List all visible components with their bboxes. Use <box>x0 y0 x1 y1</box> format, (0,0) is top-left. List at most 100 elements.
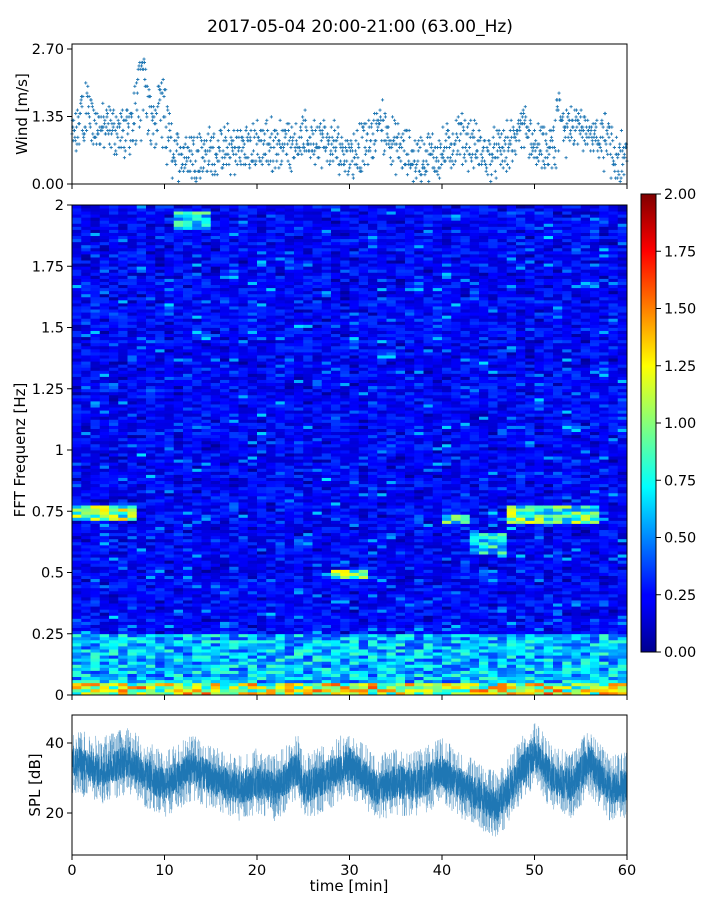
spectrogram-cell <box>81 293 91 298</box>
wind-ylabel: Wind [m/s] <box>13 73 31 155</box>
spectrogram-cell <box>109 293 119 298</box>
spectrogram-cell <box>220 247 230 252</box>
spectrogram-cell <box>72 250 82 255</box>
spectrogram-cell <box>275 358 286 362</box>
spectrogram-cell <box>257 477 267 482</box>
spectrogram-cell <box>201 211 212 215</box>
spectrogram-cell <box>155 284 165 289</box>
spectrogram-cell <box>118 208 128 212</box>
spectrogram-cell <box>220 422 230 426</box>
wind-point <box>286 142 290 146</box>
spectrogram-cell <box>90 303 101 307</box>
spectrogram-cell <box>99 557 110 561</box>
spectrogram-cell <box>257 465 267 469</box>
spectrogram-cell <box>266 247 276 252</box>
wind-point <box>101 101 105 105</box>
spectrogram-cell <box>155 382 165 387</box>
spectrogram-cell <box>247 422 258 426</box>
spectrogram-cell <box>155 480 165 485</box>
spectrogram-cell <box>257 254 267 258</box>
spectrogram-cell <box>238 511 249 515</box>
spectrogram-cell <box>146 676 156 681</box>
spectrogram-cell <box>257 538 267 543</box>
spectrogram-cell <box>118 410 128 414</box>
spectrogram-cell <box>247 572 258 576</box>
spectrogram-cell <box>127 679 138 684</box>
spectrogram-cell <box>220 462 230 466</box>
spectrogram-cell <box>257 544 267 549</box>
wind-point <box>80 128 85 133</box>
spectrogram-cell <box>90 416 101 420</box>
spectrogram-cell <box>229 312 239 316</box>
spectrogram-cell <box>238 217 249 221</box>
spectrogram-cell <box>136 575 147 580</box>
spectrogram-cell <box>99 235 110 240</box>
spectrogram-cell <box>210 538 221 543</box>
wind-point <box>147 88 151 92</box>
spectrogram-cell <box>146 434 156 439</box>
spectrogram-cell <box>109 312 119 316</box>
spectrogram-cell <box>229 241 239 246</box>
wind-point <box>139 64 144 68</box>
spectrogram-cell <box>173 520 184 524</box>
spectrogram-cell <box>155 260 165 264</box>
wind-point <box>216 139 220 143</box>
spectrogram-cell <box>72 404 82 408</box>
spectrogram-cell <box>72 339 82 344</box>
spectrogram-cell <box>109 241 119 246</box>
spectrogram-cell <box>155 529 165 534</box>
spectrogram-cell <box>257 226 267 230</box>
spectrogram-cell <box>155 655 165 659</box>
spectrogram-cell <box>109 330 119 335</box>
wind-point <box>194 159 198 163</box>
spectrogram-cell <box>220 474 230 478</box>
spectrogram-cell <box>210 526 221 531</box>
spectrogram-cell <box>90 269 101 273</box>
spectrogram-cell <box>210 572 221 576</box>
wind-point <box>301 115 305 119</box>
spectrogram-cell <box>136 348 147 353</box>
spectrogram-cell <box>81 661 91 665</box>
spectrogram-cell <box>238 345 249 350</box>
spectrogram-cell <box>183 517 193 521</box>
spectrogram-cell <box>127 587 138 592</box>
spectrogram-cell <box>257 244 267 249</box>
spectrogram-cell <box>81 220 91 224</box>
spectrogram-cell <box>275 508 286 512</box>
wind-point <box>139 139 143 143</box>
spectrogram-cell <box>229 658 239 662</box>
spectrogram-cell <box>136 612 147 616</box>
spectrogram-cell <box>192 410 202 414</box>
spectrogram-cell <box>266 658 276 662</box>
spectrogram-cell <box>155 434 165 439</box>
spectrogram-cell <box>266 621 276 625</box>
spectrogram-cell <box>201 278 212 282</box>
spectrogram-cell <box>257 299 267 304</box>
spectrogram-cell <box>220 569 230 573</box>
spectrogram-cell <box>220 214 230 218</box>
spectrogram-cell <box>164 404 175 408</box>
wind-point <box>226 152 230 156</box>
spectrogram-cell <box>238 514 249 518</box>
spectrogram-cell <box>109 355 119 359</box>
spectrogram-cell <box>118 557 128 561</box>
spectrogram-cell <box>192 486 202 491</box>
wind-point <box>217 159 221 163</box>
spectrogram-cell <box>266 624 276 629</box>
spectrogram-cell <box>90 413 101 417</box>
spectrogram-cell <box>257 257 267 261</box>
spectrogram-cell <box>118 627 128 632</box>
spectrogram-cell <box>127 474 138 478</box>
spectrogram-cell <box>164 205 175 209</box>
spectrogram-cell <box>90 394 101 399</box>
spectrogram-cell <box>118 658 128 662</box>
spectrogram-cell <box>81 446 91 451</box>
spectrogram-cell <box>155 489 165 494</box>
spectrogram-cell <box>164 217 175 221</box>
spectrogram-cell <box>229 612 239 616</box>
spectrogram-cell <box>192 618 202 622</box>
spectrogram-cell <box>127 443 138 448</box>
spectrogram-cell <box>155 419 165 423</box>
spectrogram-cell <box>229 682 239 687</box>
spectrogram-cell <box>127 664 138 668</box>
